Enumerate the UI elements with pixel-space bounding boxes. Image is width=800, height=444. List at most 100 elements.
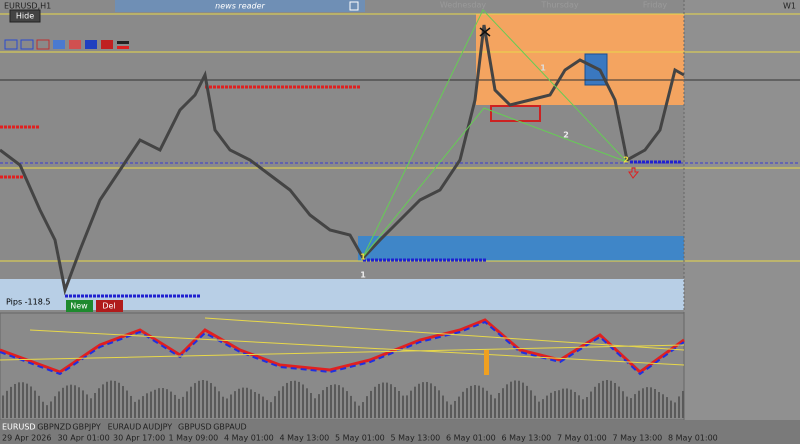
- histogram-bar: [190, 386, 192, 418]
- histogram-bar: [466, 388, 468, 418]
- histogram-bar: [666, 397, 668, 418]
- histogram-bar: [294, 380, 296, 418]
- histogram-bar: [194, 383, 196, 418]
- histogram-bar: [634, 394, 636, 418]
- histogram-bar: [246, 387, 248, 418]
- histogram-bar: [86, 394, 88, 418]
- histogram-bar: [126, 390, 128, 418]
- histogram-bar: [562, 388, 564, 418]
- histogram-bar: [290, 381, 292, 418]
- histogram-bar: [114, 380, 116, 418]
- timeframe-label: W1: [783, 2, 796, 11]
- histogram-bar: [402, 395, 404, 418]
- histogram-bar: [66, 385, 68, 418]
- histogram-bar: [82, 390, 84, 418]
- histogram-bar: [550, 392, 552, 418]
- histogram-bar: [166, 389, 168, 418]
- histogram-bar: [2, 395, 4, 418]
- symbol-tab[interactable]: AUDJPY: [143, 423, 172, 432]
- histogram-bar: [202, 380, 204, 418]
- close-icon[interactable]: [349, 1, 359, 11]
- histogram-bar: [422, 382, 424, 418]
- histogram-bar: [606, 380, 608, 418]
- time-label: 4 May 13:00: [280, 434, 330, 443]
- histogram-bar: [410, 390, 412, 418]
- symbol-tab[interactable]: GBPUSD: [178, 423, 212, 432]
- histogram-bar: [298, 381, 300, 418]
- histogram-bar: [338, 385, 340, 418]
- histogram-bar: [326, 386, 328, 418]
- histogram-bar: [446, 401, 448, 418]
- news-panel[interactable]: [115, 0, 365, 12]
- histogram-bar: [118, 382, 120, 418]
- marker-box: [490, 105, 541, 122]
- color-swatches: [4, 39, 129, 50]
- symbol-tab[interactable]: GBPJPY: [72, 423, 101, 432]
- symbol-label: EURUSD,H1: [4, 2, 51, 11]
- histogram-bar: [418, 383, 420, 418]
- symbol-tab[interactable]: EURAUD: [108, 423, 142, 432]
- histogram-bar: [470, 385, 472, 418]
- histogram-bar: [178, 398, 180, 418]
- histogram-bar: [46, 405, 48, 418]
- histogram-bar: [394, 387, 396, 418]
- histogram-bar: [558, 390, 560, 418]
- symbol-tab[interactable]: GBPAUD: [213, 423, 247, 432]
- histogram-bar: [350, 395, 352, 418]
- histogram-bar: [78, 387, 80, 418]
- new-button[interactable]: [66, 300, 93, 312]
- del-button[interactable]: [96, 300, 123, 312]
- histogram-bar: [58, 391, 60, 418]
- histogram-bar: [286, 382, 288, 418]
- histogram-bar: [150, 391, 152, 418]
- pattern-lines: [362, 9, 628, 258]
- histogram-bar: [122, 386, 124, 418]
- histogram-bar: [430, 383, 432, 418]
- demand-zone: [358, 236, 684, 261]
- histogram-bar: [38, 395, 40, 418]
- histogram-bar: [198, 380, 200, 418]
- histogram-bar: [310, 393, 312, 418]
- histogram-bar: [434, 386, 436, 418]
- histogram-bar: [526, 385, 528, 418]
- time-label: 7 May 01:00: [557, 434, 607, 443]
- histogram-bar: [518, 380, 520, 418]
- histogram-bar: [138, 399, 140, 418]
- time-label: 5 May 13:00: [391, 434, 441, 443]
- histogram-bar: [30, 386, 32, 418]
- time-label: 6 May 01:00: [446, 434, 496, 443]
- histogram-bar: [486, 390, 488, 418]
- histogram-bar: [14, 383, 16, 418]
- arrow-signal: [628, 167, 640, 179]
- histogram-bar: [678, 396, 680, 418]
- histogram-bar: [438, 390, 440, 418]
- histogram-bar: [374, 386, 376, 418]
- histogram-bar: [538, 401, 540, 418]
- histogram-bar: [146, 393, 148, 418]
- histogram-bar: [570, 389, 572, 418]
- histogram-bar: [342, 387, 344, 418]
- histogram-bar: [158, 388, 160, 418]
- histogram-bar: [662, 394, 664, 418]
- bottom-bar: [0, 420, 800, 444]
- histogram-bar: [498, 393, 500, 418]
- histogram-bar: [454, 400, 456, 418]
- histogram-bar: [274, 396, 276, 418]
- del-label: Del: [102, 302, 115, 311]
- hide-button[interactable]: [9, 9, 41, 23]
- time-label: 6 May 13:00: [502, 434, 552, 443]
- time-label: 7 May 13:00: [613, 434, 663, 443]
- symbol-tab[interactable]: GBPNZD: [37, 423, 71, 432]
- histogram-bar: [182, 396, 184, 418]
- histogram-bar: [154, 389, 156, 418]
- histogram-bar: [134, 401, 136, 418]
- histogram-bar: [334, 384, 336, 418]
- histogram-bar: [658, 392, 660, 418]
- histogram-bar: [366, 396, 368, 418]
- histogram-bar: [398, 391, 400, 418]
- news-title: news reader: [215, 2, 265, 11]
- symbol-tab[interactable]: EURUSD: [2, 423, 36, 432]
- histogram-bar: [510, 381, 512, 418]
- histogram-bar: [206, 380, 208, 418]
- histogram-bar: [302, 384, 304, 418]
